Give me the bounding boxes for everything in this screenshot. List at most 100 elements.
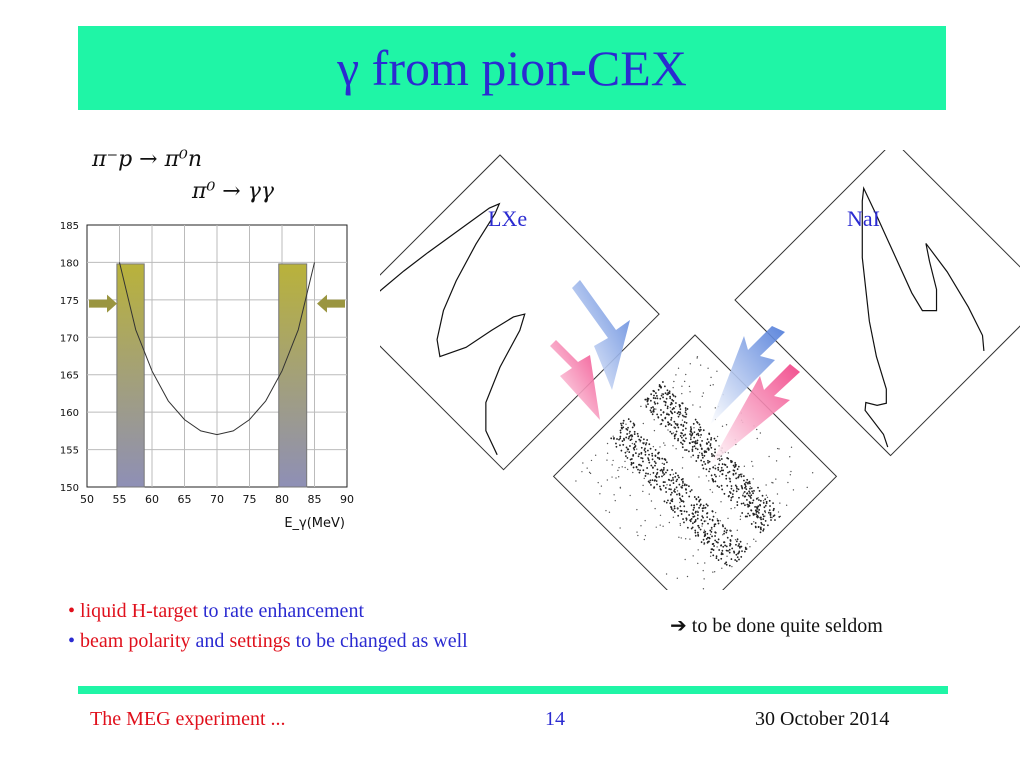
scatter-point: [698, 423, 701, 426]
scatter-point: [670, 424, 673, 426]
scatter-point: [705, 503, 708, 506]
scatter-point: [738, 474, 741, 476]
scatter-point: [723, 492, 726, 495]
scatter-point: [683, 421, 686, 424]
scatter-point: [648, 443, 651, 446]
scatter-point: [721, 425, 724, 427]
scatter-point: [693, 436, 696, 439]
scatter-point: [694, 529, 697, 532]
scatter-point: [662, 525, 664, 527]
scatter-point: [707, 522, 709, 525]
scatter-point: [685, 491, 688, 494]
scatter-point: [730, 487, 733, 490]
scatter-point: [745, 481, 747, 484]
scatter-point: [697, 496, 700, 499]
scatter-point: [626, 450, 628, 452]
x-tick-label: 65: [178, 493, 192, 506]
scatter-point: [665, 491, 668, 493]
scatter-point: [699, 364, 702, 366]
scatter-point: [754, 525, 757, 528]
scatter-point: [662, 411, 665, 414]
scatter-point: [748, 482, 751, 485]
scatter-point: [660, 468, 663, 471]
scatter-point: [582, 462, 584, 464]
scatter-point: [750, 487, 753, 490]
scatter-point: [748, 501, 751, 503]
scatter-point: [618, 476, 620, 478]
scatter-point: [764, 498, 767, 501]
scatter-point: [683, 521, 685, 524]
scatter-point: [625, 446, 628, 449]
scatter-point: [649, 473, 652, 476]
scatter-point: [606, 459, 608, 461]
scatter-point: [621, 440, 624, 442]
scatter-point: [703, 450, 706, 453]
scatter-point: [693, 496, 696, 498]
scatter-point: [673, 511, 676, 513]
scatter-point: [639, 469, 641, 472]
scatter-point: [681, 402, 684, 405]
scatter-point: [711, 535, 713, 538]
scatter-point: [575, 480, 577, 482]
scatter-point: [637, 468, 639, 471]
scatter-point: [720, 557, 723, 560]
scatter-point: [722, 469, 725, 472]
scatter-point: [756, 510, 759, 513]
scatter-point: [725, 474, 728, 477]
scatter-point: [670, 491, 673, 494]
scatter-point: [648, 453, 650, 456]
scatter-point: [663, 385, 666, 388]
scatter-point: [638, 471, 641, 474]
scatter-point: [699, 428, 702, 431]
scatter-point: [619, 437, 622, 440]
scatter-point: [713, 523, 716, 526]
scatter-point: [618, 466, 620, 469]
scatter-point: [612, 435, 614, 437]
scatter-point: [616, 438, 618, 440]
scatter-point: [734, 539, 737, 541]
scatter-point: [716, 485, 719, 487]
scatter-point: [630, 436, 633, 438]
scatter-point: [710, 526, 713, 529]
scatter-point: [713, 545, 715, 547]
scatter-point: [764, 510, 766, 513]
scatter-point: [673, 407, 675, 410]
scatter-point: [644, 398, 647, 401]
scatter-point: [746, 543, 748, 545]
scatter-point: [759, 531, 762, 534]
scatter-point: [680, 537, 682, 539]
pink-arrow-left: [550, 340, 600, 420]
footer-date: 30 October 2014: [755, 708, 890, 730]
scatter-point: [689, 433, 691, 436]
scatter-point: [713, 525, 716, 528]
scatter-point: [699, 426, 702, 429]
scatter-point: [753, 521, 755, 523]
scatter-point: [654, 464, 656, 467]
scatter-point: [736, 529, 738, 532]
scatter-point: [729, 544, 731, 547]
scatter-point: [711, 477, 714, 480]
scatter-point: [651, 413, 654, 416]
scatter-point: [651, 458, 654, 461]
scatter-point: [748, 505, 751, 507]
scatter-point: [673, 437, 676, 440]
scatter-point: [670, 418, 672, 421]
scatter-point: [706, 438, 709, 441]
scatter-point: [667, 478, 670, 481]
scatter-point: [694, 418, 697, 421]
scatter-point: [764, 519, 767, 522]
scatter-point: [653, 390, 656, 393]
scatter-point: [720, 466, 723, 469]
scatter-point: [696, 531, 699, 534]
scatter-point: [721, 553, 724, 556]
scatter-point: [615, 442, 617, 445]
scatter-point: [658, 385, 661, 388]
footer-left: The MEG experiment ...: [90, 708, 286, 730]
scatter-point: [699, 406, 701, 408]
scatter-point: [620, 449, 623, 452]
scatter-point: [764, 504, 767, 507]
scatter-point: [765, 494, 768, 497]
scatter-point: [720, 501, 722, 503]
scatter-point: [747, 494, 750, 497]
scatter-point: [742, 495, 744, 497]
